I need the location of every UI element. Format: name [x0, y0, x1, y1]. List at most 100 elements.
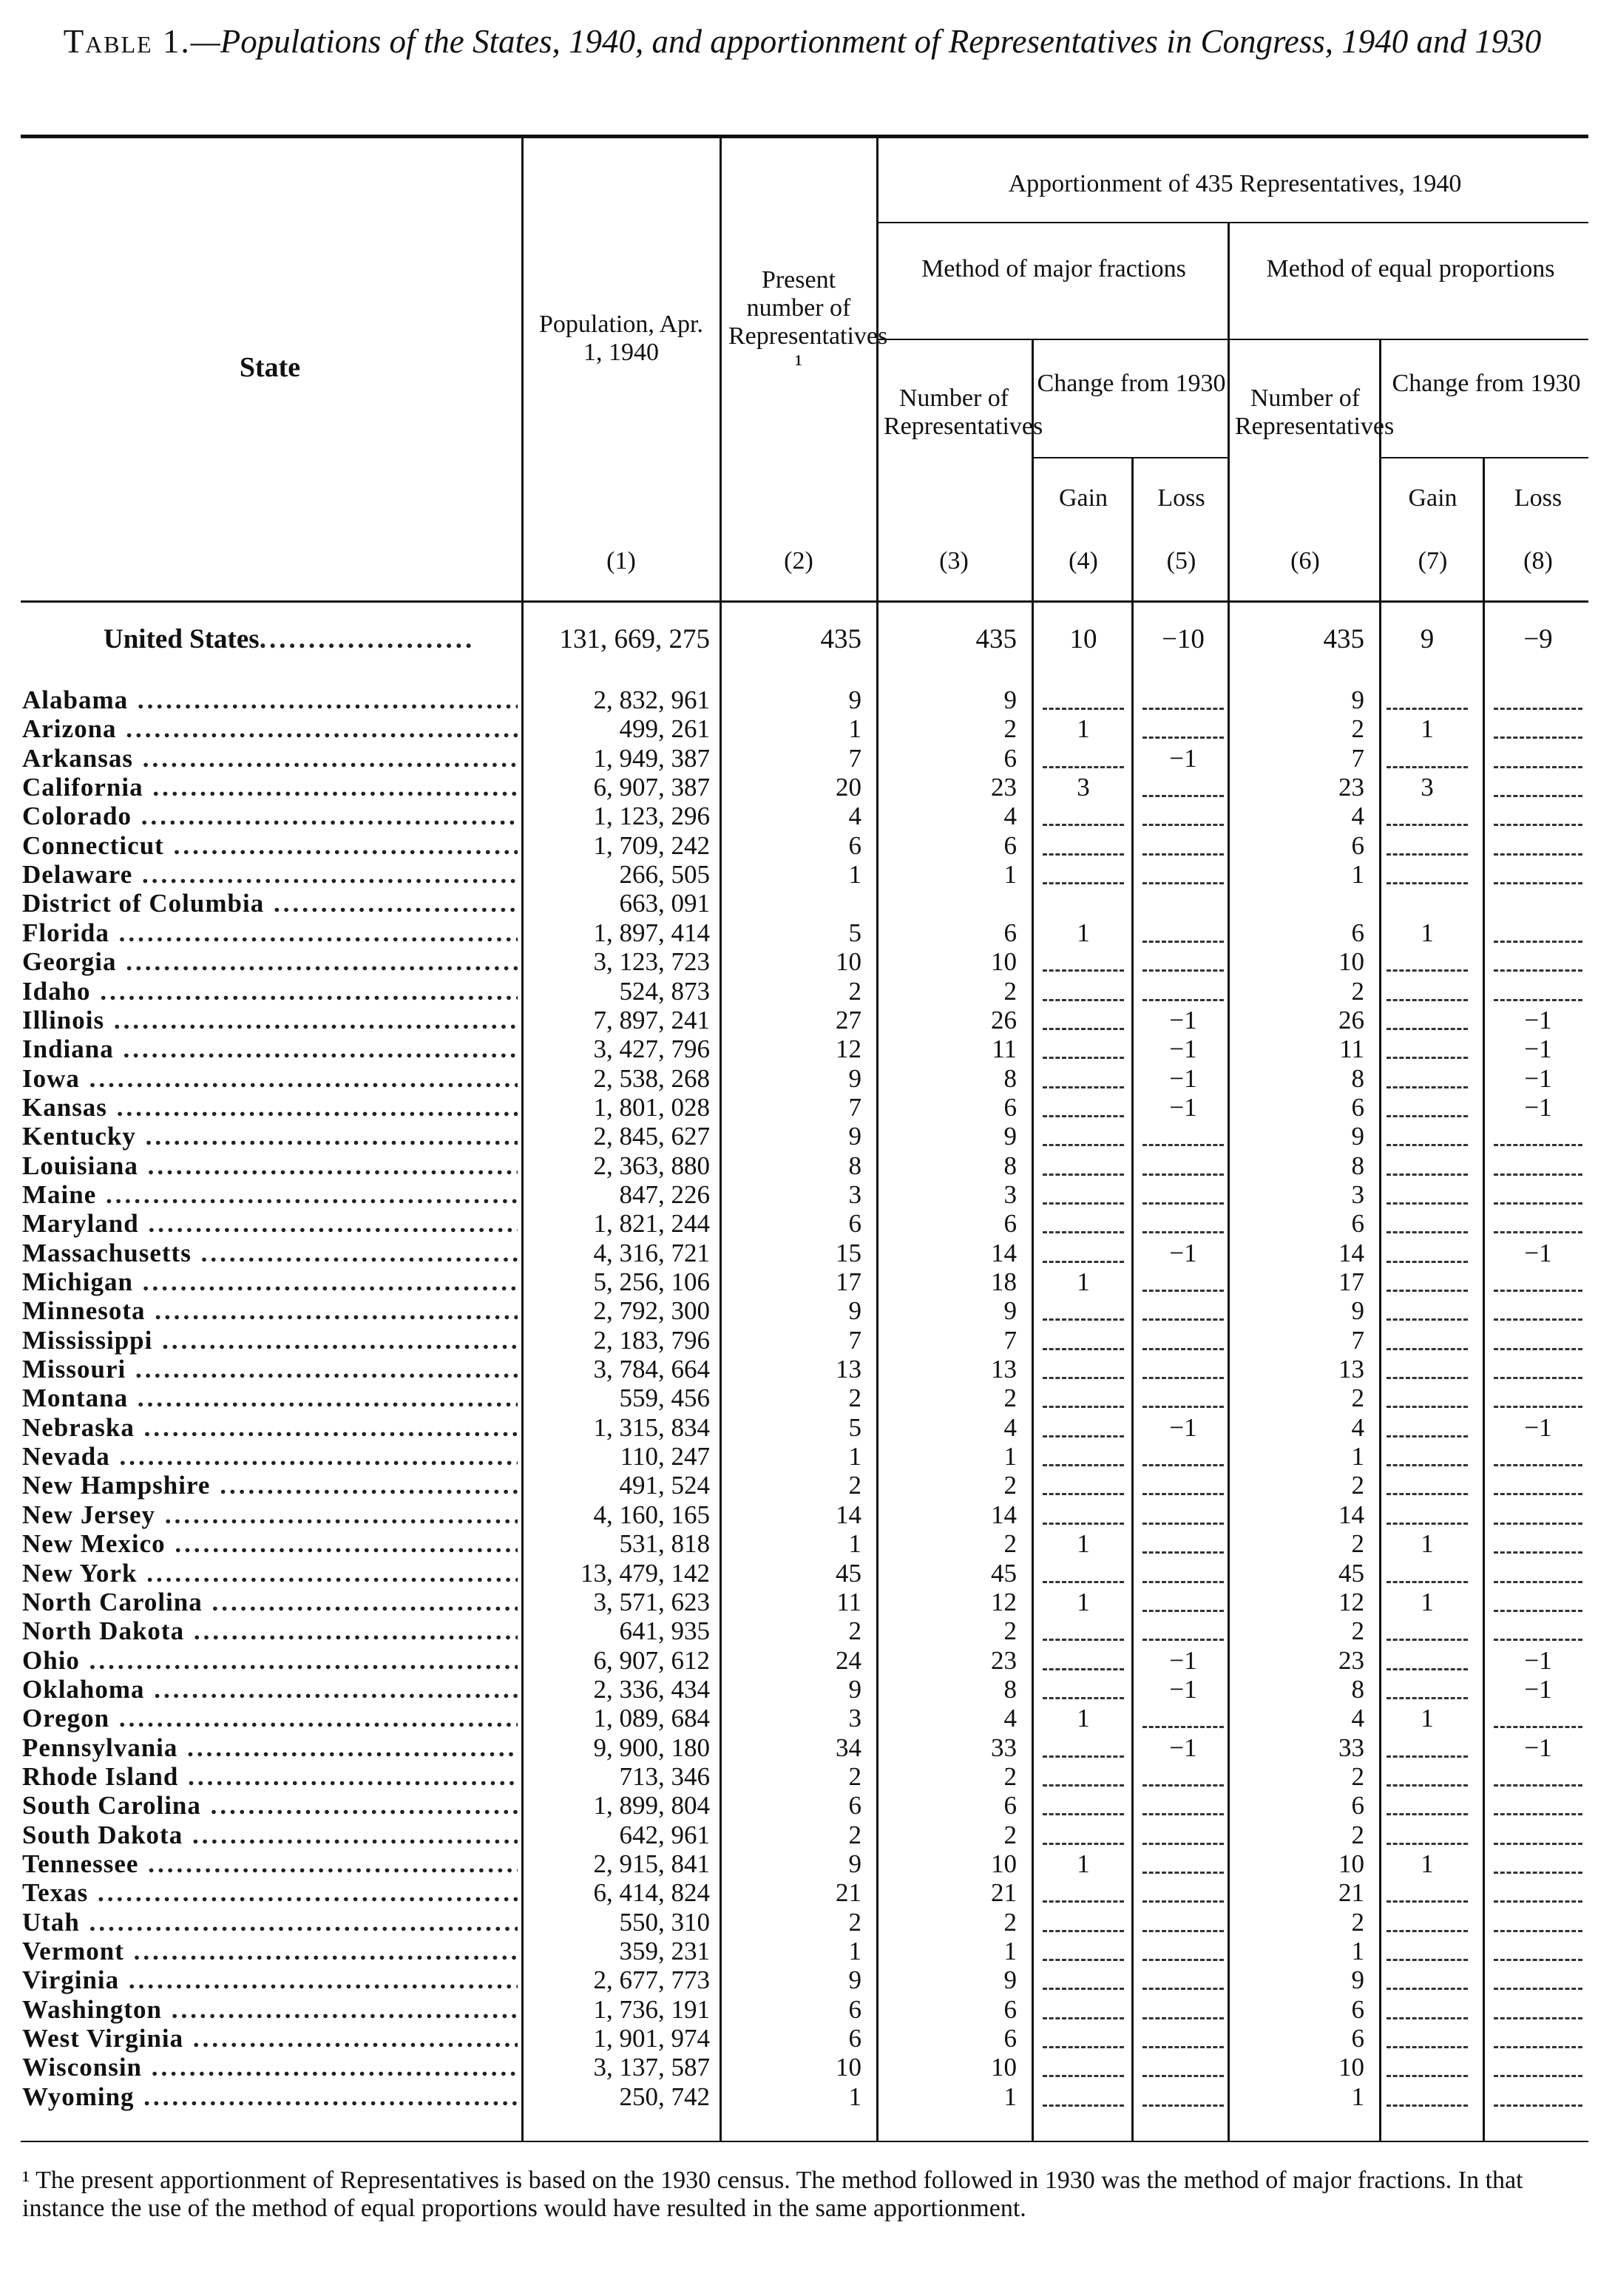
major-number-cell: 23: [991, 1645, 1017, 1675]
leader-dots: ........................................…: [142, 1267, 518, 1296]
population-cell: 5, 256, 106: [593, 1267, 711, 1296]
dash-leader: [1387, 1813, 1468, 1816]
state-name: Colorado ...............................…: [22, 802, 518, 830]
major-gain-cell: [1035, 1384, 1131, 1412]
state-name: Kentucky ...............................…: [22, 1122, 518, 1151]
dash-leader: [1043, 1057, 1124, 1060]
state-name: Missouri ...............................…: [22, 1355, 518, 1384]
population-cell: 6, 414, 824: [593, 1878, 711, 1908]
major-gain-cell: [1035, 1791, 1131, 1820]
leader-dots: ........................................…: [142, 743, 518, 773]
state-name: Mississippi ............................…: [22, 1326, 518, 1355]
major-loss-cell: [1135, 1500, 1231, 1529]
dash-leader: [1142, 1522, 1224, 1525]
dash-leader: [1142, 998, 1224, 1001]
population-cell: 1, 901, 974: [593, 2024, 711, 2053]
leader-dots: ........................................…: [118, 918, 518, 947]
major-gain-cell: [1035, 1821, 1131, 1849]
leader-dots: ........................................…: [175, 1529, 518, 1559]
major-loss-cell: [1135, 1326, 1231, 1355]
state-name: New Jersey .............................…: [22, 1500, 518, 1529]
dash-leader: [1043, 1318, 1124, 1321]
equal-number-cell: 10: [1338, 2053, 1364, 2082]
major-gain-cell: [1035, 1355, 1131, 1384]
header-major-fractions: Method of major fractions: [921, 255, 1186, 282]
present-reps-cell: 8: [848, 1151, 862, 1180]
table-row: Rhode Island ...........................…: [0, 1762, 1598, 1791]
state-name-label: South Dakota: [22, 1820, 183, 1849]
leader-dots: ........................................…: [152, 773, 518, 802]
state-name: Nevada .................................…: [22, 1442, 518, 1471]
population-cell: 4, 316, 721: [593, 1238, 711, 1267]
dash-leader: [1142, 1900, 1224, 1903]
state-name-label: Virginia: [22, 1965, 120, 1995]
dash-leader: [1043, 1784, 1124, 1787]
population-cell: 1, 736, 191: [593, 1994, 711, 2024]
major-gain-cell: [1035, 831, 1131, 860]
major-gain-cell: [1035, 1239, 1131, 1267]
state-name-label: South Carolina: [22, 1791, 201, 1821]
population-cell: 1, 123, 296: [593, 802, 711, 831]
state-name-label: Missouri: [22, 1355, 126, 1384]
state-name: Michigan ...............................…: [22, 1267, 518, 1296]
major-number-cell: 2: [1003, 1907, 1018, 1937]
present-reps-cell: 5: [848, 1412, 862, 1442]
equal-loss-cell: [1486, 1965, 1590, 1994]
equal-number-cell: 8: [1351, 1151, 1365, 1180]
major-gain-cell: [1035, 860, 1131, 889]
state-name-label: Colorado: [22, 802, 132, 831]
table-row: Kentucky ...............................…: [0, 1122, 1598, 1151]
dash-leader: [1494, 765, 1582, 768]
equal-loss-cell: [1486, 1704, 1590, 1733]
major-number-cell: 11: [992, 1034, 1017, 1064]
leader-dots: ........................................…: [148, 1209, 518, 1239]
dash-leader: [1043, 1027, 1124, 1030]
dash-leader: [1494, 853, 1582, 856]
major-number-cell: 4: [1003, 1704, 1018, 1733]
equal-gain-cell: [1379, 1239, 1475, 1267]
present-reps-cell: 1: [848, 714, 862, 744]
dash-leader: [1387, 1464, 1468, 1467]
major-loss-cell: [1135, 1209, 1231, 1238]
major-gain-cell: [1035, 2053, 1131, 2082]
dash-leader: [1387, 1347, 1468, 1350]
major-loss-cell: −1: [1169, 1005, 1197, 1034]
dash-leader: [1494, 1202, 1582, 1205]
dash-leader: [1387, 1057, 1468, 1060]
dash-leader: [1043, 824, 1124, 827]
equal-number-cell: 21: [1338, 1878, 1364, 1908]
equal-gain-cell: [1379, 1995, 1475, 2024]
state-name-label: Maine: [22, 1179, 97, 1209]
equal-gain-cell: [1379, 802, 1475, 830]
leader-dots: ........................................…: [151, 2053, 518, 2082]
dash-leader: [1387, 765, 1468, 768]
leader-dots: ........................................…: [210, 1791, 518, 1821]
population-cell: 1, 821, 244: [593, 1209, 711, 1239]
dash-leader: [1387, 1580, 1468, 1583]
table-row: Alabama ................................…: [0, 685, 1598, 714]
dash-leader: [1043, 1639, 1124, 1642]
equal-gain-cell: 1: [1421, 1704, 1434, 1733]
major-number-cell: 12: [991, 1587, 1017, 1616]
equal-gain-cell: [1379, 1355, 1475, 1384]
state-name: Wisconsin ..............................…: [22, 2053, 518, 2082]
equal-gain-cell: 1: [1421, 918, 1434, 947]
col-rule-5: [1131, 458, 1134, 2141]
dash-leader: [1142, 1609, 1224, 1612]
equal-loss-cell: [1486, 831, 1590, 860]
dash-leader: [1494, 998, 1582, 1001]
state-name: Illinois ...............................…: [22, 1006, 518, 1034]
dash-leader: [1142, 1347, 1224, 1350]
dash-leader: [1043, 708, 1124, 710]
dash-leader: [1043, 2104, 1124, 2107]
state-name-label: Illinois: [22, 1005, 105, 1034]
header-gain-equal: Gain: [1408, 484, 1458, 512]
state-name-label: Washington: [22, 1994, 162, 2024]
equal-loss-cell: [1486, 1762, 1590, 1791]
major-loss-cell: [1135, 1965, 1231, 1994]
population-cell: 524, 873: [619, 976, 711, 1006]
dash-leader: [1043, 1464, 1124, 1467]
equal-gain-cell: [1379, 1093, 1475, 1122]
state-name: New Hampshire ..........................…: [22, 1471, 518, 1500]
population-cell: 1, 899, 804: [593, 1791, 711, 1821]
